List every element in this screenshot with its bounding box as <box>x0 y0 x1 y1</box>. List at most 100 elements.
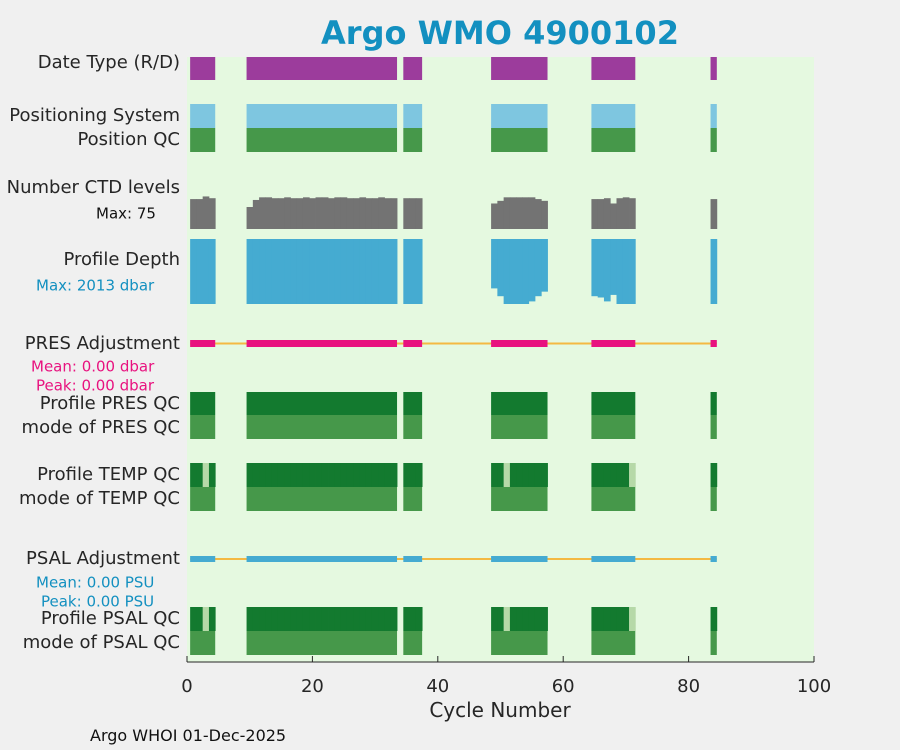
row-8-cycle-53 <box>516 463 523 487</box>
row-11-cycle-56 <box>534 607 542 631</box>
row-8-cycle-35 <box>403 463 410 487</box>
row-labels: Date Type (R/D) Positioning System Positio… <box>7 52 180 653</box>
row-7-seg-4 <box>591 415 636 439</box>
depth-bar-54 <box>522 239 530 304</box>
row-0-seg-1 <box>246 57 398 80</box>
row-11-cycle-18 <box>296 607 304 631</box>
depth-bar-32 <box>384 239 392 304</box>
depth-max-label: Max: 2013 dbar <box>36 277 155 295</box>
row-8-cycle-51 <box>503 463 511 487</box>
row-8-cycle-28 <box>359 463 367 487</box>
row-7-seg-2 <box>403 415 423 439</box>
row-10-seg-4 <box>591 556 636 562</box>
row-11-cycle-36 <box>409 607 417 631</box>
depth-bar-19 <box>302 239 310 304</box>
x-tick-label-20: 20 <box>301 676 324 697</box>
row-8-cycle-19 <box>302 463 310 487</box>
row-12-label: mode of PSAL QC <box>23 632 180 653</box>
row-6-seg-5 <box>710 392 717 415</box>
row-11-cycle-51 <box>503 607 511 631</box>
row-10-label: PSAL Adjustment <box>26 548 180 569</box>
ctd-bar-11 <box>252 199 260 229</box>
depth-bar-65 <box>591 239 599 297</box>
row-11-cycle-26 <box>346 607 354 631</box>
row-11-cycle-28 <box>359 607 367 631</box>
row-8-cycle-71 <box>629 463 636 487</box>
row-12-seg-2 <box>403 631 423 655</box>
depth-bar-31 <box>378 239 385 304</box>
row-3-label: Number CTD levels <box>7 177 180 198</box>
x-tick-label-80: 80 <box>677 676 700 697</box>
row-8-cycle-22 <box>321 463 329 487</box>
depth-bar-29 <box>365 239 373 304</box>
x-tick-label-100: 100 <box>797 676 831 697</box>
row-1-seg-1 <box>246 104 398 128</box>
row-11-cycle-57 <box>541 607 548 631</box>
row-11-cycle-65 <box>591 607 599 631</box>
data-marks <box>190 57 718 655</box>
depth-bar-27 <box>353 239 360 304</box>
depth-bar-68 <box>610 239 617 295</box>
psal-peak-label: Peak: 0.00 PSU <box>41 593 154 611</box>
depth-bar-12 <box>259 239 266 304</box>
row-0-seg-2 <box>403 57 423 80</box>
ctd-bar-25 <box>340 197 348 229</box>
row-6-seg-3 <box>491 392 548 415</box>
row-11-cycle-11 <box>252 607 260 631</box>
row-9-seg-0 <box>190 487 216 511</box>
footer-text: Argo WHOI 01-Dec-2025 <box>90 726 286 745</box>
row-8-cycle-16 <box>284 463 291 487</box>
row-8-cycle-55 <box>528 463 536 487</box>
depth-bar-25 <box>340 239 348 304</box>
depth-bar-24 <box>334 239 342 304</box>
row-8-cycle-33 <box>390 463 398 487</box>
row-10-seg-1 <box>246 556 398 562</box>
row-8-cycle-23 <box>328 463 335 487</box>
row-10-seg-2 <box>403 556 423 562</box>
ctd-bar-19 <box>302 197 310 229</box>
depth-bar-23 <box>328 239 335 304</box>
row-7-seg-0 <box>190 415 216 439</box>
ctd-bar-4 <box>208 198 216 229</box>
row-11-cycle-33 <box>390 607 398 631</box>
x-tick-label-40: 40 <box>426 676 449 697</box>
row-1-seg-4 <box>591 104 636 128</box>
ctd-bar-16 <box>284 197 291 229</box>
row-5-seg-0 <box>190 340 216 347</box>
ctd-bar-36 <box>409 198 417 229</box>
row-8-cycle-70 <box>622 463 630 487</box>
row-8-cycle-84 <box>710 463 718 487</box>
row-10-seg-3 <box>491 556 548 562</box>
row-11-cycle-19 <box>302 607 310 631</box>
row-5-seg-2 <box>403 340 423 347</box>
ctd-bar-35 <box>403 198 410 229</box>
row-8-cycle-11 <box>252 463 260 487</box>
row-0-seg-0 <box>190 57 216 80</box>
ctd-bar-70 <box>622 197 630 229</box>
ctd-bar-26 <box>346 198 354 229</box>
depth-bar-55 <box>528 239 536 302</box>
row-8-cycle-68 <box>610 463 617 487</box>
row-8-cycle-56 <box>534 463 542 487</box>
row-9-seg-4 <box>591 487 636 511</box>
ctd-max-label: Max: 75 <box>96 205 156 223</box>
pres-peak-label: Peak: 0.00 dbar <box>36 377 155 395</box>
ctd-bar-24 <box>334 197 342 229</box>
row-6-label: Profile PRES QC <box>40 393 180 414</box>
row-0-seg-4 <box>591 57 636 80</box>
depth-bar-57 <box>541 239 548 292</box>
row-5-seg-5 <box>710 340 717 347</box>
row-11-cycle-16 <box>284 607 291 631</box>
row-12-seg-1 <box>246 631 398 655</box>
depth-bar-11 <box>252 239 260 304</box>
row-9-seg-2 <box>403 487 423 511</box>
row-8-cycle-50 <box>497 463 505 487</box>
row-8-label: Profile TEMP QC <box>37 464 180 485</box>
row-11-cycle-25 <box>340 607 348 631</box>
ctd-bar-12 <box>259 197 266 229</box>
row-4-label: Profile Depth <box>63 249 180 270</box>
row-8-cycle-57 <box>541 463 548 487</box>
depth-bar-28 <box>359 239 367 304</box>
depth-bar-51 <box>503 239 511 304</box>
